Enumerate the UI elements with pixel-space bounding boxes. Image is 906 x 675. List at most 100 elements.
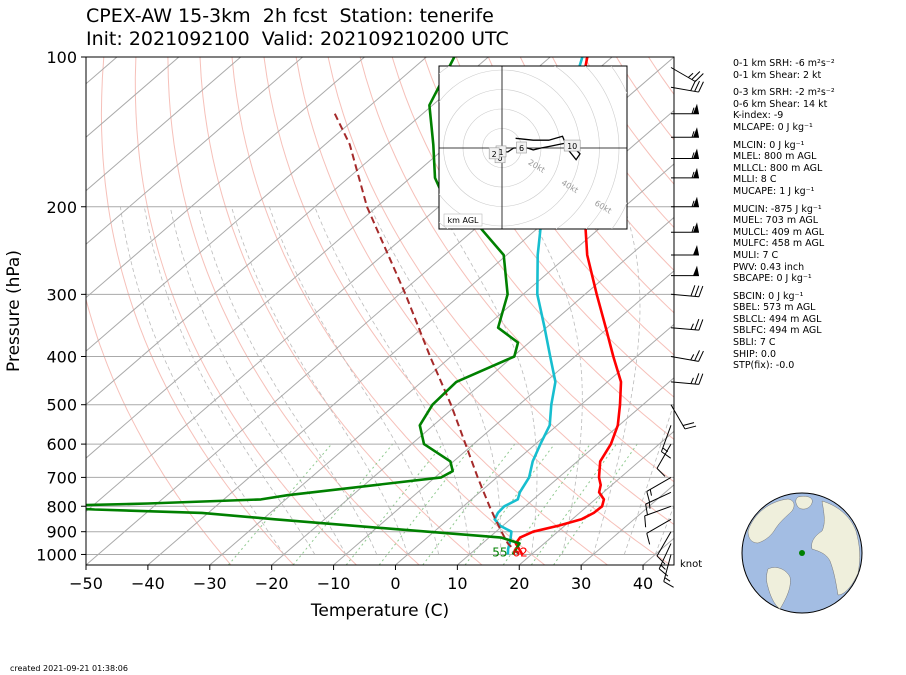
wind-barb-half: [691, 107, 695, 114]
moist-adiabat-line: [439, 206, 538, 555]
wind-barb-full: [698, 350, 704, 362]
parameter-sbel: SBEL: 573 m AGL: [733, 302, 816, 314]
chart-title-line-2: Init: 2021092100 Valid: 202109210200 UTC: [86, 28, 509, 50]
parameter-sbli: SBLI: 7 C: [733, 337, 776, 349]
wind-barb-full: [684, 425, 697, 430]
wind-barb-half: [690, 354, 695, 361]
wind-barb-full: [682, 422, 695, 426]
parameter-sblcl: SBLCL: 494 m AGL: [733, 313, 822, 325]
wind-barb-full: [698, 373, 704, 385]
wind-barb-full: [658, 568, 669, 577]
isotherm-line: [86, 57, 489, 406]
parameter-shear06: 0-6 km Shear: 14 kt: [733, 98, 828, 110]
wind-barb: [671, 222, 699, 233]
wind-barb-full: [691, 71, 701, 80]
surface-label-temperature: 62: [513, 545, 528, 559]
hodograph-trace: [499, 135, 581, 161]
hodograph-height-marker: 2: [492, 150, 497, 159]
x-tick-label: 20: [509, 574, 529, 593]
hodograph-height-marker-box: [516, 141, 527, 154]
wind-barb-full: [644, 515, 647, 528]
moist-adiabat-line: [369, 206, 502, 555]
y-tick-label: 500: [46, 396, 77, 415]
wind-barb-staff: [670, 356, 699, 362]
y-axis-label: Pressure (hPa): [4, 250, 24, 372]
isotherm-line: [395, 323, 674, 565]
y-tick-label: 800: [46, 497, 77, 516]
wind-barb-full: [698, 319, 704, 331]
parameter-mlel: MLEL: 800 m AGL: [733, 151, 817, 163]
wind-barb-half: [648, 502, 651, 509]
parameter-kindex: K-index: -9: [733, 110, 784, 122]
mixing-ratio-line: [553, 443, 638, 565]
parameter-list: 0-1 km SRH: -6 m²s⁻² 0-1 km Shear: 2 kt 0-…: [733, 58, 835, 372]
wind-barb-staff: [656, 443, 672, 469]
isotherm-line: [147, 109, 674, 565]
wind-barb-staff: [660, 425, 672, 452]
wind-barb-half: [662, 447, 669, 453]
parameter-sbcin: SBCIN: 0 J kg⁻¹: [733, 290, 804, 302]
moist-adiabat-line: [269, 206, 439, 555]
wind-barb: [646, 476, 672, 503]
parameter-shear01: 0-1 km Shear: 2 kt: [733, 69, 822, 81]
wind-barb-full: [645, 504, 649, 516]
wind-barb: [671, 245, 699, 256]
wind-barb-staff: [644, 505, 672, 517]
parameter-mulcl: MULCL: 409 m AGL: [733, 226, 825, 238]
wind-barb: [670, 404, 697, 430]
isotherm-line: [271, 216, 674, 565]
parameter-muel: MUEL: 703 m AGL: [733, 215, 819, 227]
dry-adiabat-line: [487, 57, 674, 314]
parameter-stp: STP(fix): -0.0: [733, 360, 795, 372]
isotherm-line: [86, 57, 242, 192]
x-tick-label: 30: [571, 574, 591, 593]
x-tick-label: −40: [131, 574, 165, 593]
wind-barb: [658, 543, 672, 577]
parameter-srh01: 0-1 km SRH: -6 m²s⁻²: [733, 58, 835, 69]
isotherm-line: [86, 57, 427, 352]
wind-barb: [646, 518, 672, 545]
wind-barb: [670, 285, 704, 298]
parameter-mlcin: MLCIN: 0 J kg⁻¹: [733, 139, 805, 151]
dry-adiabat-line: [423, 57, 674, 398]
wind-barb-half: [691, 171, 695, 179]
mixing-ratio-line: [228, 443, 332, 565]
isotherm-line: [518, 430, 674, 565]
x-tick-label: 0: [390, 574, 400, 593]
moist-adiabat-line: [231, 206, 409, 555]
chart-title-line-1: CPEX-AW 15-3km 2h fcst Station: tenerife: [86, 5, 494, 27]
wind-barb-staff: [663, 554, 672, 582]
wind-barb-full: [694, 80, 700, 92]
dry-adiabat-line: [327, 57, 674, 526]
moist-adiabat-line: [623, 401, 674, 555]
wind-barb-full: [690, 285, 696, 297]
mixing-ratio-line: [530, 443, 617, 565]
x-tick-label: −30: [193, 574, 227, 593]
isotherm-line: [333, 270, 674, 565]
wind-barb-half: [664, 577, 671, 582]
wind-barb-full: [656, 467, 666, 477]
wind-barb-pennant: [693, 265, 699, 276]
wind-barb-half: [691, 226, 695, 233]
wind-barb-full: [663, 581, 674, 588]
parameter-mucin: MUCIN: -875 J kg⁻¹: [733, 203, 822, 215]
mixing-ratio-line: [292, 443, 394, 565]
wind-barb-half: [690, 377, 694, 384]
globe-land-europe-africa: [811, 500, 860, 596]
hodograph-ring-label: 80kt: [626, 219, 646, 236]
wind-barb-full: [646, 533, 651, 545]
dry-adiabat-line: [455, 57, 674, 356]
parcel-profile: [333, 113, 520, 556]
wind-barb-pennant: [693, 222, 699, 233]
wind-barb-full: [698, 81, 704, 93]
isotherm-line: [457, 377, 674, 565]
wind-barb: [670, 318, 704, 331]
y-tick-label: 200: [46, 198, 77, 217]
surface-label-dewpoint: 55: [492, 545, 507, 559]
wind-unit-label: knot: [680, 559, 703, 570]
moist-adiabat-line: [593, 206, 641, 555]
hodograph-height-marker: 1: [498, 148, 503, 157]
wind-barb: [670, 350, 704, 362]
hodograph-height-marker: 6: [519, 144, 524, 153]
